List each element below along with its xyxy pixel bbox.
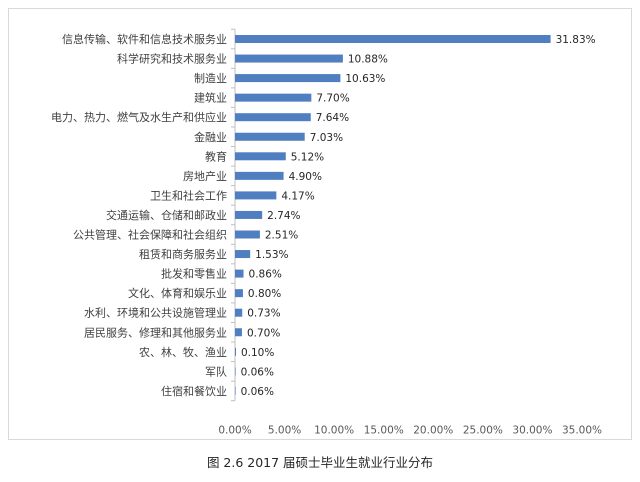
figure-caption: 图 2.6 2017 届硕士毕业生就业行业分布 xyxy=(206,455,434,470)
bar xyxy=(235,308,243,317)
bar xyxy=(235,386,236,395)
bar xyxy=(235,328,242,337)
bar xyxy=(235,132,305,141)
bar xyxy=(235,191,277,200)
category-label: 房地产业 xyxy=(183,169,227,183)
bar xyxy=(235,250,251,259)
bar xyxy=(235,54,343,63)
category-label: 居民服务、修理和其他服务业 xyxy=(84,325,227,339)
category-label: 卫生和社会工作 xyxy=(150,188,227,202)
value-label: 0.80% xyxy=(248,288,281,300)
category-label: 租赁和商务服务业 xyxy=(139,247,227,261)
category-label: 建筑业 xyxy=(194,91,227,105)
value-label: 10.63% xyxy=(345,73,385,85)
bar xyxy=(235,74,341,83)
bar xyxy=(235,171,284,180)
category-label: 军队 xyxy=(205,364,227,378)
category-label: 农、林、牧、渔业 xyxy=(139,345,227,359)
value-label: 31.83% xyxy=(556,34,596,46)
value-label: 5.12% xyxy=(291,151,324,163)
bar xyxy=(235,210,263,219)
value-label: 0.86% xyxy=(249,269,282,281)
category-label: 电力、热力、燃气及水生产和供应业 xyxy=(51,110,227,124)
value-label: 1.53% xyxy=(255,249,288,261)
chart-frame: 信息传输、软件和信息技术服务业 31.83% 科学研究和技术服务业 10.88% 制造业… xyxy=(8,8,632,440)
category-label: 批发和零售业 xyxy=(161,267,227,281)
category-label: 文化、体育和娱乐业 xyxy=(128,286,227,300)
x-tick-label: 35.00% xyxy=(562,425,602,437)
value-label: 7.70% xyxy=(316,93,349,105)
value-label: 4.17% xyxy=(281,190,314,202)
category-label: 水利、环境和公共设施管理业 xyxy=(84,306,227,320)
bar xyxy=(235,367,236,376)
bar xyxy=(235,113,311,122)
value-label: 0.70% xyxy=(247,327,280,339)
x-tick-label: 25.00% xyxy=(463,425,503,437)
value-label: 0.06% xyxy=(241,386,274,398)
bar xyxy=(235,93,312,102)
category-label: 信息传输、软件和信息技术服务业 xyxy=(62,32,227,46)
value-label: 7.03% xyxy=(310,132,343,144)
x-tick-label: 10.00% xyxy=(314,425,354,437)
bar xyxy=(235,152,286,161)
value-label: 0.73% xyxy=(247,308,280,320)
category-label: 教育 xyxy=(205,149,227,163)
value-label: 7.64% xyxy=(316,112,349,124)
category-label: 制造业 xyxy=(194,71,227,85)
bar xyxy=(235,289,243,298)
x-tick-label: 15.00% xyxy=(364,425,404,437)
category-label: 公共管理、社会保障和社会组织 xyxy=(73,228,227,242)
category-label: 交通运输、仓储和邮政业 xyxy=(106,208,227,222)
category-label: 科学研究和技术服务业 xyxy=(117,52,227,66)
value-label: 2.51% xyxy=(265,230,298,242)
bar xyxy=(235,230,260,239)
bar xyxy=(235,347,236,356)
category-label: 住宿和餐饮业 xyxy=(161,384,227,398)
value-label: 10.88% xyxy=(348,54,388,66)
x-tick-label: 20.00% xyxy=(413,425,453,437)
value-label: 4.90% xyxy=(289,171,322,183)
value-label: 2.74% xyxy=(267,210,300,222)
bar xyxy=(235,269,244,278)
value-label: 0.10% xyxy=(241,347,274,359)
bar-chart: 信息传输、软件和信息技术服务业 31.83% 科学研究和技术服务业 10.88% 制造业… xyxy=(51,28,602,437)
x-tick-label: 5.00% xyxy=(268,425,301,437)
value-label: 0.06% xyxy=(241,366,274,378)
x-tick-label: 0.00% xyxy=(218,425,251,437)
category-label: 金融业 xyxy=(194,130,227,144)
bar xyxy=(235,35,551,43)
x-tick-label: 30.00% xyxy=(512,425,552,437)
